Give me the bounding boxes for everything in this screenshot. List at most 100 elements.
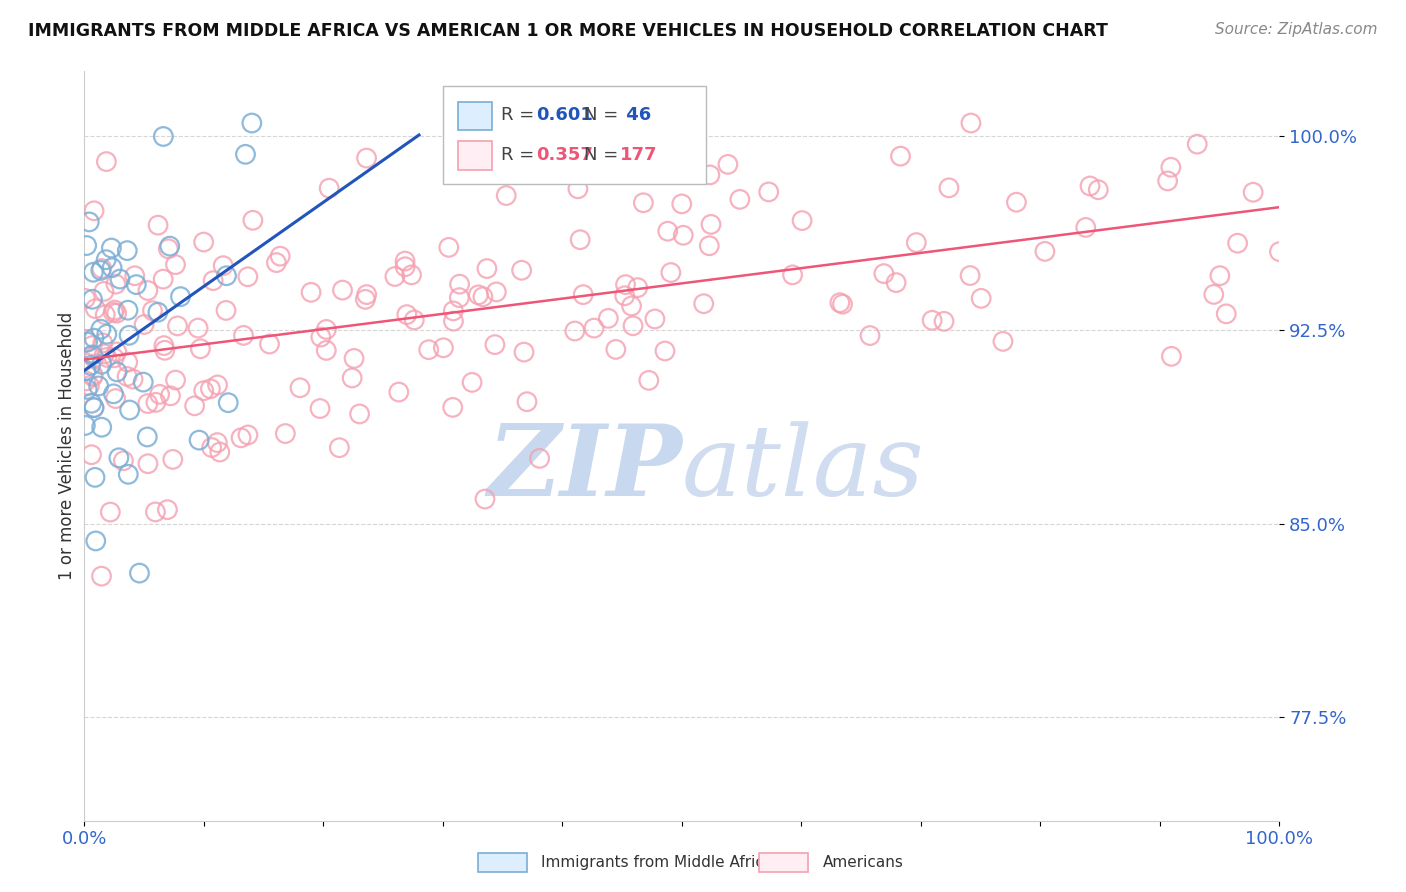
Point (516, 394, 538, 409)
Point (136, 430, 159, 444)
Point (471, 290, 494, 304)
Point (859, 328, 882, 343)
Point (384, 269, 406, 284)
Point (90, 322, 112, 336)
Point (598, 311, 620, 326)
Point (269, 249, 291, 263)
Point (388, 385, 411, 400)
Point (529, 451, 551, 466)
Point (1156, 174, 1178, 188)
Point (188, 433, 211, 447)
Point (159, 389, 181, 403)
Point (104, 277, 127, 292)
Point (235, 147, 257, 161)
Point (959, 268, 981, 283)
Point (831, 297, 853, 311)
Point (96, 154, 118, 169)
Point (166, 318, 188, 333)
Point (103, 351, 125, 365)
Text: Americans: Americans (823, 855, 904, 870)
Point (288, 381, 311, 395)
Point (104, 392, 127, 406)
Point (328, 441, 350, 455)
Point (484, 337, 506, 351)
Point (118, 403, 141, 417)
Point (159, 239, 181, 253)
Text: 177: 177 (620, 145, 657, 164)
Point (274, 426, 297, 441)
Point (309, 401, 332, 416)
Point (93, 347, 115, 361)
Point (569, 233, 592, 247)
Point (1226, 236, 1249, 251)
Text: 46: 46 (620, 106, 651, 124)
Point (112, 454, 135, 468)
Point (207, 435, 229, 450)
Point (96, 252, 118, 267)
Point (77, 215, 100, 229)
Point (699, 168, 721, 182)
Point (215, 268, 238, 283)
Point (485, 285, 508, 299)
Point (201, 441, 224, 455)
Text: N =: N = (583, 145, 624, 164)
Point (134, 318, 156, 332)
Point (395, 308, 418, 322)
FancyBboxPatch shape (458, 102, 492, 130)
Point (165, 258, 187, 272)
Point (156, 502, 179, 516)
Point (418, 343, 440, 357)
Point (103, 387, 125, 401)
Point (659, 266, 682, 280)
Point (146, 305, 169, 319)
Point (349, 407, 371, 421)
Point (828, 295, 851, 310)
Point (229, 431, 252, 445)
Point (79, 378, 101, 392)
Point (141, 303, 163, 318)
Point (165, 373, 187, 387)
Point (1187, 137, 1209, 152)
Point (1202, 287, 1225, 301)
Point (215, 303, 238, 318)
Point (467, 288, 489, 302)
Point (124, 268, 146, 283)
Point (187, 321, 209, 335)
Point (87, 379, 110, 393)
Point (79, 359, 101, 373)
Point (162, 452, 184, 467)
Point (90, 569, 112, 583)
Point (75, 292, 97, 306)
Text: atlas: atlas (682, 421, 925, 516)
Point (299, 285, 322, 300)
Point (921, 313, 943, 327)
Point (98, 505, 121, 519)
Point (960, 116, 983, 130)
Text: R =: R = (502, 106, 540, 124)
Point (443, 314, 465, 328)
Point (1005, 195, 1028, 210)
Point (394, 260, 416, 274)
Point (564, 324, 586, 338)
Point (122, 372, 145, 386)
Point (475, 261, 498, 276)
Point (117, 467, 139, 482)
Point (340, 371, 363, 385)
Point (76, 238, 98, 252)
Point (700, 218, 723, 232)
Point (75, 363, 97, 377)
Point (970, 291, 993, 305)
Point (613, 289, 636, 303)
Point (315, 322, 337, 336)
Point (117, 355, 139, 369)
Point (309, 330, 332, 344)
Point (437, 240, 460, 254)
Point (82, 369, 104, 384)
Point (441, 401, 464, 415)
Point (75, 332, 97, 346)
Point (572, 287, 595, 301)
Point (193, 384, 215, 398)
Point (1209, 268, 1232, 283)
Point (605, 343, 627, 357)
Point (717, 157, 740, 171)
